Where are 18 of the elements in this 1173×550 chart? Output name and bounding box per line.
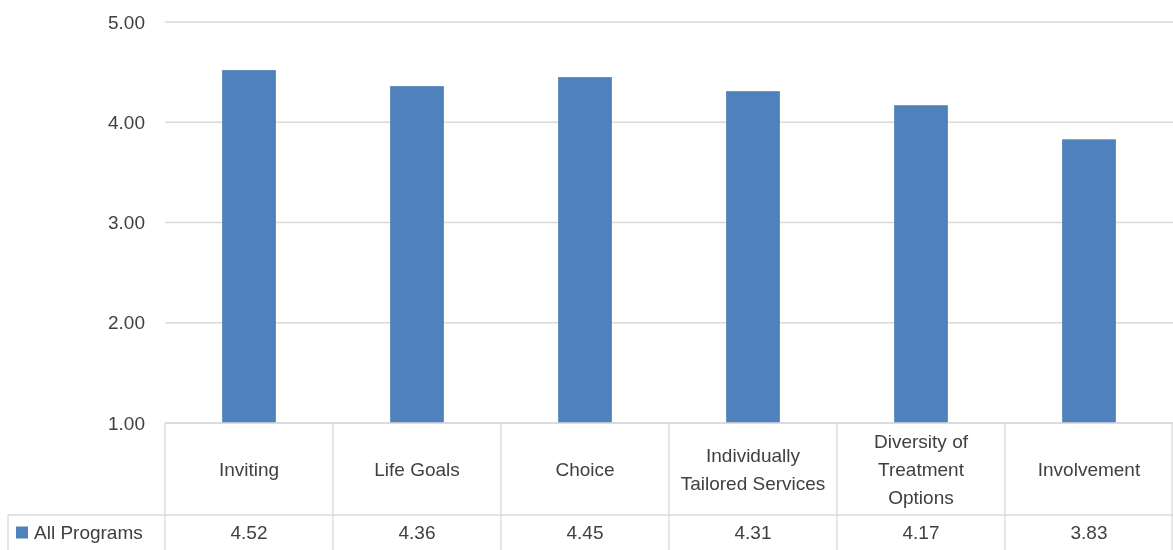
data-label: 3.83 [1070, 522, 1108, 544]
x-tick-label: Involvement [1037, 458, 1141, 480]
y-tick-label: 2.00 [108, 312, 145, 334]
data-label: 4.52 [230, 522, 268, 544]
x-tick-label: Choice [555, 458, 615, 480]
data-label: 4.31 [734, 522, 772, 544]
y-tick-label: 4.00 [108, 111, 145, 133]
y-tick-label: 3.00 [108, 212, 145, 234]
data-label: 4.17 [902, 522, 940, 544]
data-label: 4.45 [566, 522, 604, 544]
y-tick-label: 5.00 [108, 11, 145, 33]
x-tick-label: Life Goals [374, 458, 460, 480]
x-tick-label: Individually Tailored Services [680, 444, 826, 494]
x-tick-label: Inviting [218, 458, 280, 480]
y-tick-label: 1.00 [108, 412, 145, 434]
data-label: 4.36 [398, 522, 436, 544]
legend-label: All Programs [34, 522, 143, 544]
x-tick-label: Diversity of Treatment Options [874, 430, 969, 508]
